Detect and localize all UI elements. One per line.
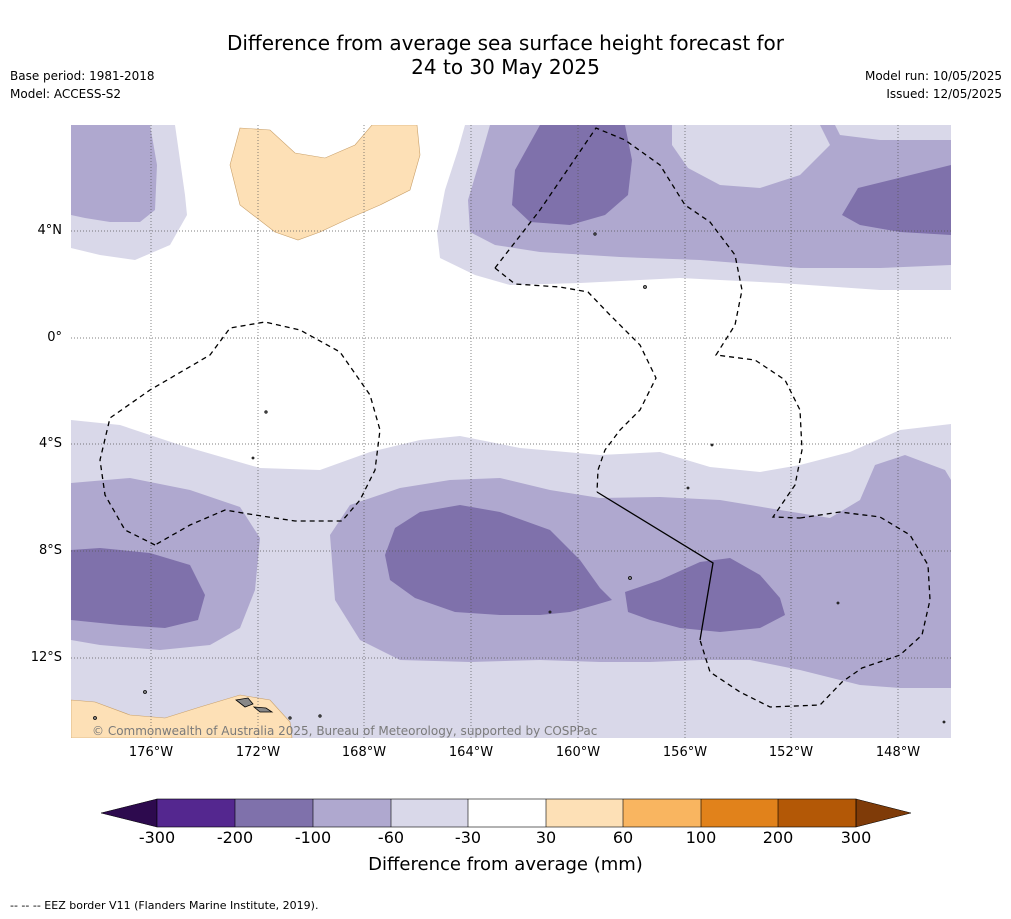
colorbar-tick: -100 <box>294 828 332 847</box>
model-name: Model: ACCESS-S2 <box>10 87 122 101</box>
colorbar-tick: -200 <box>216 828 254 847</box>
meta-right: Model run: 10/05/2025 Issued: 12/05/2025 <box>865 67 1002 103</box>
island-6 <box>593 232 597 236</box>
lon-tick-168w: 168°W <box>341 745 387 760</box>
lon-tick-176w: 176°W <box>128 745 174 760</box>
island-8 <box>143 690 147 694</box>
lon-tick-164w: 164°W <box>448 745 494 760</box>
lat-tick-8s: 8°S <box>38 543 62 558</box>
island-12 <box>710 443 714 447</box>
eez-solid-border <box>596 491 714 641</box>
colorbar-above-arrow <box>855 798 912 828</box>
colorbar-bin-5 <box>468 799 546 827</box>
chart-title-line2: 24 to 30 May 2025 <box>411 55 600 79</box>
islands <box>93 232 946 724</box>
island-13 <box>686 486 690 490</box>
copyright-note: © Commonwealth of Australia 2025, Bureau… <box>92 724 598 738</box>
island-2 <box>252 706 274 713</box>
colorbar-bin-4 <box>391 799 468 827</box>
island-4 <box>251 456 255 460</box>
map-area <box>71 125 951 738</box>
colorbar-bin-8 <box>701 799 778 827</box>
model-run: Model run: 10/05/2025 <box>864 69 1002 83</box>
colorbar-bin-9 <box>778 799 856 827</box>
island-1 <box>235 697 254 708</box>
lon-tick-148w: 148°W <box>875 745 921 760</box>
colorbar-tick: -30 <box>454 828 482 847</box>
colorbar-tick: 100 <box>685 828 717 847</box>
colorbar-tick: 30 <box>535 828 557 847</box>
colorbar-tick: 60 <box>612 828 634 847</box>
lat-tick-12s: 12°S <box>30 650 62 665</box>
colorbar <box>100 798 912 828</box>
contour-dark-purple <box>71 125 951 632</box>
colorbar-label: Difference from average (mm) <box>368 854 643 875</box>
colorbar-bin-2 <box>235 799 313 827</box>
chart-title-line1: Difference from average sea surface heig… <box>226 31 785 55</box>
island-16 <box>942 720 946 724</box>
lon-tick-152w: 152°W <box>768 745 814 760</box>
colorbar-tick: -60 <box>377 828 405 847</box>
meta-left: Base period: 1981-2018 Model: ACCESS-S2 <box>10 67 155 103</box>
colorbar-bin-1 <box>157 799 235 827</box>
base-period: Base period: 1981-2018 <box>10 69 155 83</box>
island-14 <box>548 610 552 614</box>
island-5 <box>643 285 647 289</box>
eez-borders <box>99 127 931 708</box>
island-7 <box>628 576 632 580</box>
colorbar-bin-6 <box>546 799 623 827</box>
contour-light-orange <box>71 125 421 738</box>
eez-legend-note: -- -- -- EEZ border V11 (Flanders Marine… <box>10 899 319 912</box>
island-15 <box>836 601 840 605</box>
island-9 <box>93 716 97 720</box>
lat-tick-0: 0° <box>47 330 62 345</box>
colorbar-bin-7 <box>623 799 701 827</box>
colorbar-tick: 200 <box>762 828 794 847</box>
island-10 <box>288 716 292 720</box>
colorbar-bin-3 <box>313 799 391 827</box>
gridlines <box>71 125 951 738</box>
lon-tick-156w: 156°W <box>662 745 708 760</box>
issued-date: Issued: 12/05/2025 <box>886 87 1002 101</box>
lat-tick-4s: 4°S <box>38 436 62 451</box>
chart-title: Difference from average sea surface heig… <box>0 31 1011 79</box>
contour-light-holes <box>672 125 951 188</box>
lat-tick-4n: 4°N <box>37 223 63 238</box>
colorbar-tick: 300 <box>840 828 872 847</box>
island-3 <box>264 410 268 414</box>
lon-tick-172w: 172°W <box>235 745 281 760</box>
island-11 <box>318 714 322 718</box>
lon-tick-160w: 160°W <box>555 745 601 760</box>
colorbar-below-arrow <box>100 798 158 828</box>
colorbar-tick: -300 <box>138 828 176 847</box>
